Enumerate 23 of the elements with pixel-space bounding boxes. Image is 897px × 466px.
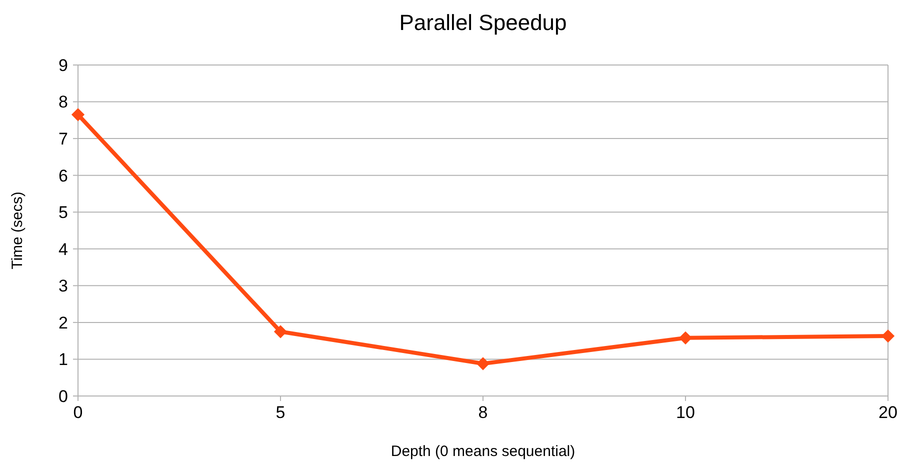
x-tick-label: 20	[878, 403, 897, 422]
y-tick-label: 0	[58, 386, 68, 406]
y-tick-label: 6	[58, 166, 68, 186]
x-tick-label: 8	[478, 403, 488, 422]
y-tick-label: 5	[58, 203, 68, 222]
y-tick-label: 7	[58, 130, 68, 149]
point	[476, 357, 490, 370]
point	[678, 331, 692, 344]
y-axis-title: Time (secs)	[9, 192, 26, 270]
y-tick-label: 2	[58, 313, 68, 332]
chart-title: Parallel Speedup	[399, 10, 567, 35]
y-tick-label: 1	[58, 350, 68, 370]
x-tick-label: 10	[676, 403, 695, 422]
y-tick-label: 9	[58, 56, 68, 75]
x-axis-title: Depth (0 means sequential)	[390, 443, 576, 460]
point	[274, 325, 288, 338]
y-tick-label: 8	[58, 92, 68, 112]
point	[881, 329, 895, 343]
point	[71, 108, 85, 122]
y-tick-label: 3	[58, 276, 68, 296]
x-tick-label: 0	[73, 403, 83, 422]
y-tick-label: 4	[58, 240, 68, 259]
x-tick-label: 5	[276, 403, 286, 422]
